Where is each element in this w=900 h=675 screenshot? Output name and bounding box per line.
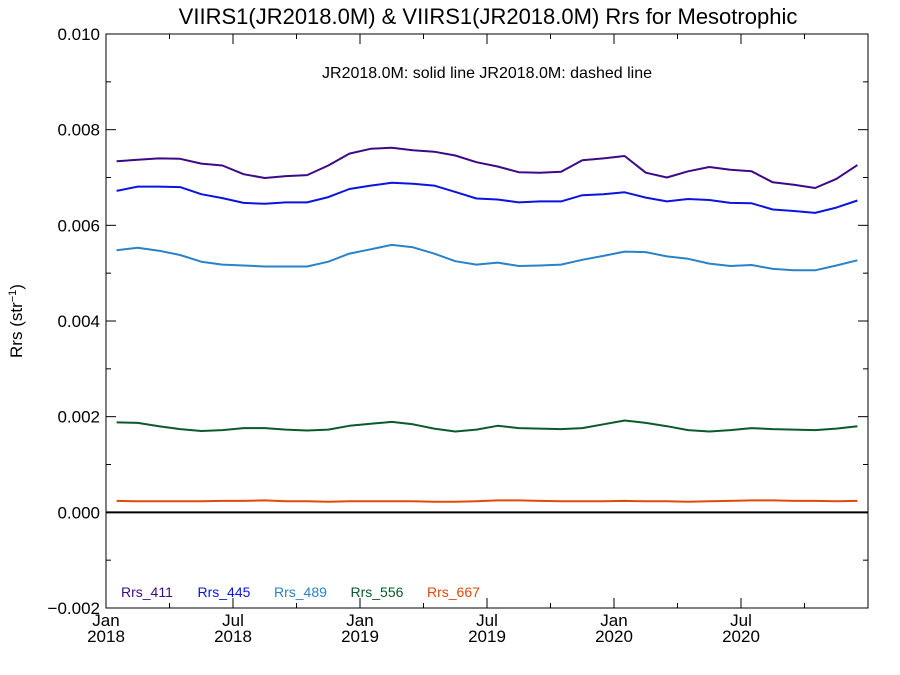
y-axis-label-close: ) [7, 284, 26, 290]
x-tick-label-month: Jan [600, 611, 627, 630]
x-tick-label-month: Jul [730, 611, 752, 630]
x-tick-label-month: Jul [476, 611, 498, 630]
x-tick-label-year: 2019 [341, 627, 379, 646]
x-tick-label-month: Jan [92, 611, 119, 630]
x-tick-label-year: 2020 [595, 627, 633, 646]
series-line-rrs-667 [116, 499, 858, 503]
x-tick-label-year: 2018 [87, 627, 125, 646]
y-tick-label: 0.006 [57, 216, 100, 235]
chart-title: VIIRS1(JR2018.0M) & VIIRS1(JR2018.0M) Rr… [179, 4, 798, 29]
x-tick-label-month: Jan [346, 611, 373, 630]
y-tick-label: 0.010 [57, 25, 100, 44]
series-line-rrs-411 [116, 146, 858, 189]
y-axis-label-base: Rrs (str [7, 302, 26, 358]
series-line-rrs-445 [116, 181, 858, 214]
series-line-rrs-556 [116, 419, 858, 433]
y-tick-label: −0.002 [48, 599, 100, 618]
axis-layer: 0.0100.0080.0060.0040.0020.000−0.002Jan2… [48, 25, 869, 646]
x-tick-label-year: 2018 [214, 627, 252, 646]
series-layer [116, 146, 858, 503]
line-style-annotation: JR2018.0M: solid line JR2018.0M: dashed … [322, 65, 652, 82]
y-tick-label: 0.000 [57, 503, 100, 522]
y-axis-label-exponent: −1 [7, 290, 19, 303]
legend-entry-rrs-445: Rrs_445 [198, 584, 251, 600]
legend-entry-rrs-556: Rrs_556 [351, 584, 404, 600]
legend-entry-rrs-489: Rrs_489 [274, 584, 327, 600]
y-tick-label: 0.004 [57, 312, 100, 331]
x-tick-label-year: 2020 [722, 627, 760, 646]
legend-entry-rrs-667: Rrs_667 [427, 584, 480, 600]
plot-frame [105, 33, 869, 609]
y-tick-label: 0.002 [57, 408, 100, 427]
series-line-rrs-489 [116, 243, 858, 272]
y-tick-label: 0.008 [57, 121, 100, 140]
legend-entry-rrs-411: Rrs_411 [121, 584, 173, 600]
y-axis-label: Rrs (str−1) [7, 284, 26, 358]
x-tick-label-month: Jul [222, 611, 244, 630]
x-tick-label-year: 2019 [468, 627, 506, 646]
legend: Rrs_411 Rrs_445 Rrs_489 Rrs_556 Rrs_667 [121, 584, 480, 600]
